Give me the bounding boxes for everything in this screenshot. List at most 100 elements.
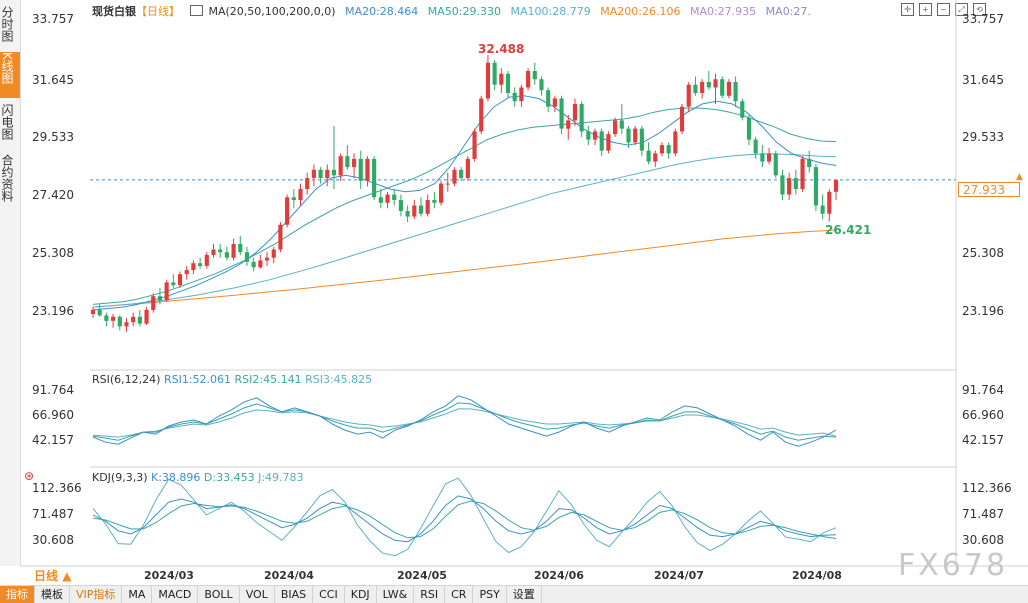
- candle-body: [137, 316, 142, 324]
- kdj-axis-left-1: 71.487: [32, 507, 74, 521]
- candle: [586, 125, 591, 146]
- candle-body: [619, 120, 624, 129]
- tab-cr[interactable]: CR: [445, 586, 474, 603]
- rsi-axis-right-1: 66.960: [962, 408, 1004, 422]
- candle-body: [800, 158, 805, 190]
- candle-body: [586, 131, 591, 140]
- candle: [191, 260, 196, 275]
- candle: [693, 76, 698, 96]
- tab-contract-info[interactable]: 合约资料: [0, 154, 20, 202]
- candle-body: [659, 145, 665, 154]
- rsi2-line: [92, 402, 837, 441]
- candle-body: [639, 128, 644, 151]
- candle: [833, 180, 839, 201]
- candle: [418, 197, 424, 217]
- crosshair-icon[interactable]: ✛: [901, 3, 914, 16]
- candle: [432, 191, 437, 209]
- candle: [218, 243, 223, 258]
- x-label-aug: 2024/08: [792, 569, 842, 582]
- tab-rsi[interactable]: RSI: [414, 586, 446, 603]
- kdj-d-line: [92, 500, 837, 539]
- candle: [559, 95, 564, 135]
- candle: [505, 70, 511, 99]
- candle-body: [244, 252, 250, 262]
- candle: [244, 246, 250, 266]
- left-rail: 分时图 K线图 闪电图 合约资料: [0, 0, 21, 566]
- zoom-out-icon[interactable]: −: [937, 3, 950, 16]
- tab-flash[interactable]: 闪电图: [0, 104, 20, 140]
- tab-timeshare[interactable]: 分时图: [0, 6, 20, 42]
- candle: [472, 128, 477, 162]
- candle-body: [164, 282, 169, 301]
- period-selector[interactable]: 日线 ▲: [0, 568, 90, 584]
- tab-kline[interactable]: K线图: [0, 52, 20, 98]
- tab-vip-indicators[interactable]: VIP指标: [70, 586, 123, 603]
- tab-kdj[interactable]: KDJ: [345, 586, 377, 603]
- candle-body: [592, 131, 598, 140]
- candle-body: [693, 84, 698, 93]
- candle-body: [438, 183, 444, 203]
- candle: [365, 156, 370, 187]
- candle: [807, 150, 812, 173]
- x-label-jun: 2024/06: [534, 569, 584, 582]
- candle-body: [760, 153, 765, 162]
- rsi-axis-right-2: 42.157: [962, 433, 1004, 447]
- ma-settings-icon[interactable]: [189, 5, 203, 16]
- candle: [479, 95, 484, 135]
- tab-vol[interactable]: VOL: [240, 586, 275, 603]
- candle: [733, 76, 738, 107]
- tab-macd[interactable]: MACD: [152, 586, 199, 603]
- candle-body: [97, 309, 102, 316]
- tab-templates[interactable]: 模板: [35, 586, 70, 603]
- candle: [572, 98, 578, 126]
- ma20-line: [92, 95, 837, 311]
- candle-body: [90, 309, 96, 315]
- price-axis-left-2: 29.533: [32, 130, 74, 144]
- candle: [177, 271, 183, 288]
- tab-kline-label: K线图: [0, 52, 14, 84]
- reset-icon[interactable]: ⟲: [973, 3, 986, 16]
- tab-lw[interactable]: LW&: [377, 586, 415, 603]
- candle: [787, 172, 792, 201]
- candle: [258, 254, 263, 269]
- candle-body: [385, 194, 390, 203]
- tab-psy[interactable]: PSY: [473, 586, 507, 603]
- candle: [619, 103, 624, 135]
- candle-body: [224, 252, 229, 258]
- candle: [278, 222, 283, 253]
- tab-ma[interactable]: MA: [122, 586, 153, 603]
- candle-body: [787, 178, 792, 195]
- candle: [686, 81, 691, 113]
- candle: [438, 180, 444, 206]
- candle: [552, 95, 557, 113]
- tab-settings[interactable]: 设置: [507, 586, 542, 603]
- x-label-may: 2024/05: [397, 569, 447, 582]
- candle: [90, 307, 96, 319]
- candle-body: [452, 169, 457, 184]
- candle-body: [479, 98, 484, 132]
- tab-boll[interactable]: BOLL: [198, 586, 240, 603]
- ma200-line: [92, 229, 837, 308]
- kdj-axis-right-0: 112.366: [962, 481, 1012, 495]
- tab-bias[interactable]: BIAS: [275, 586, 314, 603]
- candle: [626, 125, 631, 148]
- candle: [345, 145, 350, 170]
- candle-body: [258, 260, 263, 268]
- zoom-in-icon[interactable]: +: [919, 3, 932, 16]
- candle-body: [793, 178, 798, 190]
- candle-body: [733, 81, 738, 102]
- candle: [606, 131, 611, 154]
- candle: [566, 114, 571, 140]
- tab-cci[interactable]: CCI: [313, 586, 345, 603]
- tab-indicators[interactable]: 指标: [0, 586, 35, 603]
- candle: [151, 293, 156, 313]
- candle: [97, 304, 102, 317]
- candle-body: [305, 178, 310, 190]
- candle-body: [198, 263, 203, 266]
- kdj-settings-icon[interactable]: ⊛: [24, 469, 35, 483]
- candle: [452, 167, 457, 187]
- price-axis-right-0: 33.757: [962, 12, 1004, 26]
- candle-body: [264, 257, 270, 261]
- candle-body: [579, 103, 584, 132]
